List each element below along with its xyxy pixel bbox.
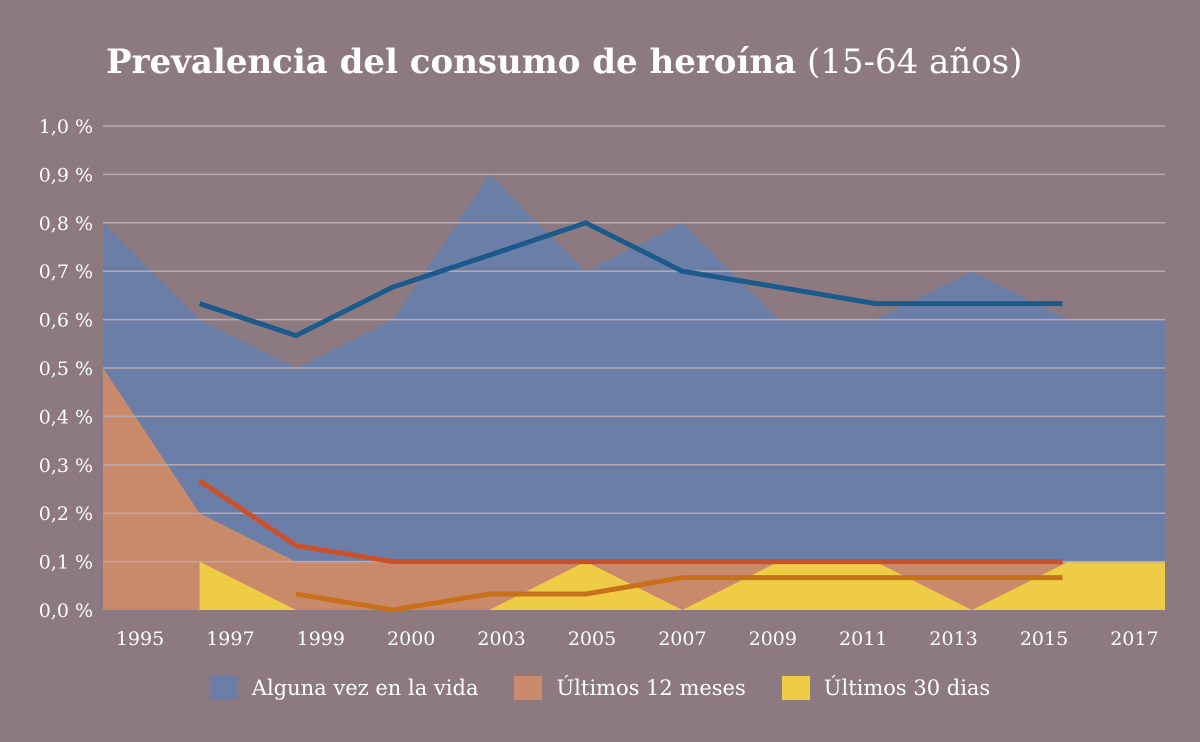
x-tick-label: 2003 (477, 628, 525, 650)
y-tick-label: 0,3 % (39, 455, 93, 477)
legend-item-12-months: Últimos 12 meses (514, 676, 746, 700)
title-subtitle: (15-64 años) (806, 42, 1023, 82)
legend-label: Últimos 30 dias (823, 676, 991, 700)
x-tick-label: 2007 (658, 628, 706, 650)
line-series-1 (198, 478, 1063, 565)
line-series-0 (198, 220, 1063, 339)
x-tick-label: 1995 (116, 628, 164, 650)
y-tick-label: 0,9 % (39, 164, 93, 186)
legend-label: Alguna vez en la vida (251, 676, 479, 700)
y-tick-label: 0,8 % (39, 213, 93, 235)
x-tick-label: 2000 (387, 628, 435, 650)
y-tick-label: 1,0 % (39, 116, 93, 138)
legend-label: Últimos 12 meses (556, 676, 746, 700)
legend-item-30-days: Últimos 30 dias (781, 676, 991, 700)
area-series-2 (199, 561, 1165, 610)
chart-title: Prevalencia del consumo de heroína (15-6… (106, 42, 1022, 82)
y-tick-label: 0,7 % (39, 261, 93, 283)
y-tick-label: 0,1 % (39, 552, 93, 574)
y-tick-label: 0,0 % (39, 600, 93, 622)
x-tick-label: 2015 (1020, 628, 1068, 650)
y-tick-label: 0,6 % (39, 310, 93, 332)
legend-item-lifetime: Alguna vez en la vida (209, 676, 479, 700)
x-tick-label: 1999 (297, 628, 345, 650)
legend-swatch (781, 676, 810, 700)
y-tick-label: 0,2 % (39, 503, 93, 525)
x-tick-label: 2009 (749, 628, 797, 650)
x-tick-label: 2005 (568, 628, 616, 650)
title-main: Prevalencia del consumo de heroína (106, 42, 797, 82)
y-tick-label: 0,5 % (39, 358, 93, 380)
x-tick-label: 2017 (1110, 628, 1158, 650)
legend-swatch (514, 676, 543, 700)
legend: Alguna vez en la vida Últimos 12 meses Ú… (0, 676, 1200, 700)
y-tick-label: 0,4 % (39, 406, 93, 428)
x-tick-label: 2013 (929, 628, 977, 650)
x-tick-label: 2011 (839, 628, 887, 650)
x-tick-label: 1997 (206, 628, 254, 650)
legend-swatch (209, 676, 238, 700)
area-series-0 (103, 174, 1165, 610)
